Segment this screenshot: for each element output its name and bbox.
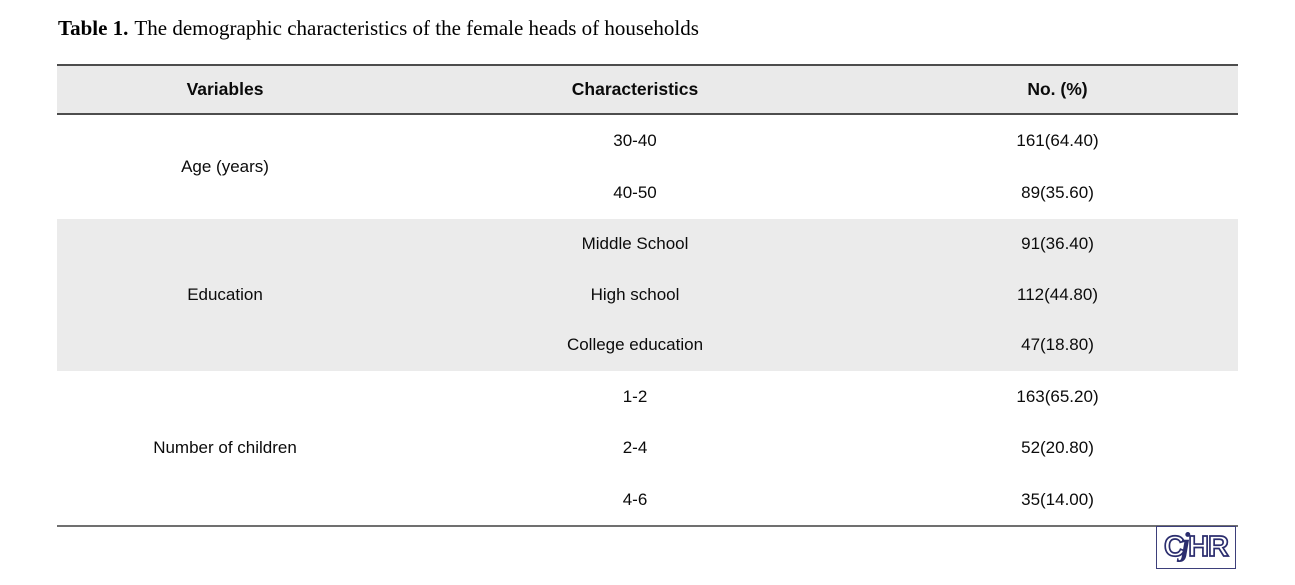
characteristic-cell: 2-4 xyxy=(622,438,648,458)
characteristic-cell: 1-2 xyxy=(622,386,648,406)
logo-letters-hr: HR xyxy=(1187,531,1230,563)
demographics-table: Variables Characteristics No. (%) Age (y… xyxy=(57,64,1238,527)
value-cell: 35(14.00) xyxy=(1021,489,1094,509)
variable-cell-education: Education xyxy=(187,284,263,304)
column-header-characteristics: Characteristics xyxy=(571,79,699,99)
value-cell: 112(44.80) xyxy=(1017,284,1098,304)
column-header-no-percent: No. (%) xyxy=(1027,79,1088,99)
table-row: Age (years) 30-40 161(64.40) xyxy=(57,114,1238,176)
characteristic-cell: 40-50 xyxy=(613,182,657,202)
row-group-children: Number of children 1-2 163(65.20) 2-4 52… xyxy=(57,370,1238,526)
value-cell: 91(36.40) xyxy=(1021,234,1094,254)
characteristic-cell: High school xyxy=(590,284,680,304)
value-cell: 52(20.80) xyxy=(1021,438,1094,458)
variable-cell-age: Age (years) xyxy=(181,157,269,176)
column-header-variables: Variables xyxy=(186,79,264,99)
row-group-education: Education Middle School 91(36.40) High s… xyxy=(57,219,1238,371)
value-cell: 161(64.40) xyxy=(1016,130,1099,150)
logo-letter-j: j xyxy=(1180,527,1191,563)
header-row: Variables Characteristics No. (%) xyxy=(57,65,1238,114)
table-row: Education Middle School 91(36.40) xyxy=(57,219,1238,304)
table-header: Variables Characteristics No. (%) xyxy=(57,65,1238,114)
table-row: 40-50 89(35.60) xyxy=(57,167,1238,220)
value-cell: 89(35.60) xyxy=(1021,182,1094,202)
table-caption: Table 1. The demographic characteristics … xyxy=(58,16,699,41)
table-caption-text: The demographic characteristics of the f… xyxy=(134,16,699,40)
table-row: College education 47(18.80) xyxy=(57,320,1238,371)
table-caption-label: Table 1. xyxy=(58,16,129,40)
value-cell: 163(65.20) xyxy=(1016,386,1099,406)
characteristic-cell: 4-6 xyxy=(622,489,648,509)
characteristic-cell: 30-40 xyxy=(613,130,657,150)
table-row: Number of children 1-2 163(65.20) xyxy=(57,371,1238,457)
table-row: 2-4 52(20.80) xyxy=(57,422,1238,474)
characteristic-cell: College education xyxy=(566,335,704,355)
row-group-age: Age (years) 30-40 161(64.40) 40-50 89(35… xyxy=(57,114,1238,219)
logo-letter-c: C xyxy=(1163,531,1186,563)
value-cell: 47(18.80) xyxy=(1021,335,1094,355)
variable-cell-children: Number of children xyxy=(153,437,297,457)
table-row: 4-6 35(14.00) xyxy=(57,474,1238,526)
table-row: High school 112(44.80) xyxy=(57,270,1238,321)
characteristic-cell: Middle School xyxy=(581,234,689,254)
